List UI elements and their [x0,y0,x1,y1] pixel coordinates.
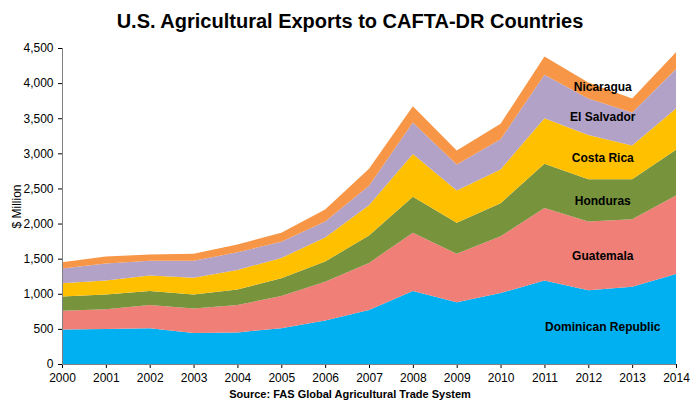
svg-text:2004: 2004 [225,371,252,385]
svg-text:2011: 2011 [532,371,558,385]
svg-text:Guatemala: Guatemala [572,249,634,263]
svg-text:1,000: 1,000 [23,287,53,301]
svg-text:2003: 2003 [181,371,208,385]
svg-text:2010: 2010 [488,371,515,385]
svg-text:Dominican Republic: Dominican Republic [545,320,661,334]
svg-text:Honduras: Honduras [575,194,631,208]
svg-text:2,000: 2,000 [23,217,53,231]
svg-text:$ Million: $ Million [10,184,24,228]
html-text:Source: FAS Global Agricultura: Source: FAS Global Agricultural Trade Sy… [229,388,471,400]
svg-text:Nicaragua: Nicaragua [574,80,632,94]
svg-text:2014: 2014 [663,371,690,385]
svg-text:4,500: 4,500 [23,41,53,55]
svg-text:2001: 2001 [93,371,120,385]
svg-text:2007: 2007 [356,371,383,385]
svg-text:2012: 2012 [575,371,602,385]
svg-text:1,500: 1,500 [23,252,53,266]
svg-text:0: 0 [47,357,54,371]
svg-text:2008: 2008 [400,371,427,385]
svg-text:2000: 2000 [49,371,76,385]
svg-text:2005: 2005 [268,371,295,385]
svg-text:Costa Rica: Costa Rica [572,151,634,165]
svg-text:El Salvador: El Salvador [570,110,636,124]
svg-text:4,000: 4,000 [23,76,53,90]
svg-text:2013: 2013 [619,371,646,385]
svg-text:2009: 2009 [444,371,471,385]
html-text:U.S. Agricultural Exports to C: U.S. Agricultural Exports to CAFTA-DR Co… [116,10,584,32]
svg-text:2006: 2006 [312,371,339,385]
svg-text:500: 500 [33,322,53,336]
svg-text:3,000: 3,000 [23,147,53,161]
svg-text:2002: 2002 [137,371,164,385]
svg-text:2,500: 2,500 [23,182,53,196]
svg-text:3,500: 3,500 [23,112,53,126]
